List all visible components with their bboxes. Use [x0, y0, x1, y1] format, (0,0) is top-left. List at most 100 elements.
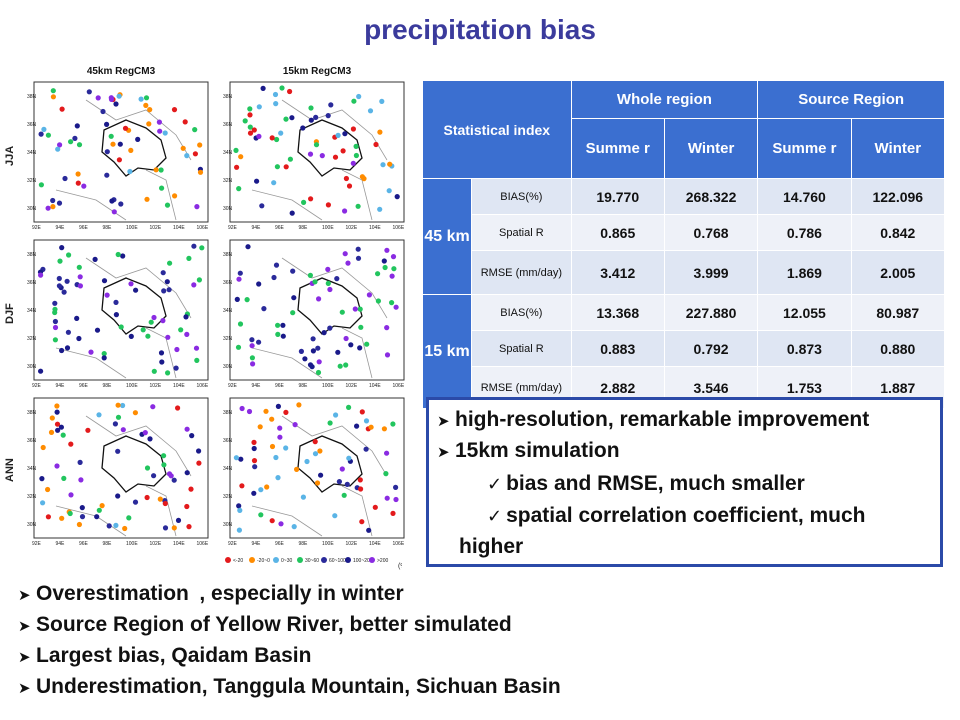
- lat-tick-label: 30N: [223, 522, 233, 528]
- station-dot: [246, 408, 253, 415]
- station-dot: [339, 466, 345, 472]
- station-dot: [318, 472, 324, 478]
- station-dot: [234, 296, 240, 302]
- station-dot: [94, 514, 100, 520]
- lat-tick-label: 34N: [27, 308, 37, 314]
- station-dot: [120, 427, 126, 433]
- legend-swatch: [345, 557, 351, 563]
- station-dot: [242, 118, 248, 124]
- lon-tick-label: 104E: [369, 541, 381, 547]
- station-dot: [359, 409, 365, 415]
- table-cell: 0.792: [663, 330, 759, 367]
- station-dot: [56, 283, 62, 289]
- station-dot: [38, 368, 44, 374]
- map-column-title: 45km RegCM3: [86, 66, 156, 77]
- station-dot: [327, 325, 333, 331]
- lat-tick-label: 34N: [27, 150, 37, 156]
- station-dot: [54, 409, 60, 415]
- station-dot: [115, 402, 121, 408]
- station-dot: [363, 418, 370, 424]
- station-dot: [75, 180, 81, 186]
- station-dot: [96, 507, 102, 513]
- station-dot: [263, 408, 269, 414]
- lon-tick-label: 104E: [173, 383, 185, 389]
- station-dot: [278, 521, 284, 527]
- station-dot: [277, 425, 283, 431]
- station-dot: [325, 113, 331, 119]
- station-dot: [239, 405, 245, 412]
- table-cell: 268.322: [663, 178, 759, 215]
- station-dot: [76, 142, 83, 148]
- station-dot: [184, 470, 190, 476]
- province-boundary: [251, 415, 388, 537]
- lon-tick-label: 102E: [150, 541, 162, 547]
- bias-map: 38N 36N 34N 32N 30N 92E 94E 96E 98E 100E 102E 104E 1…: [27, 239, 209, 389]
- station-dot: [249, 343, 255, 349]
- station-dot: [39, 476, 45, 482]
- table-cell: 0.786: [757, 214, 852, 251]
- station-dot: [85, 427, 91, 433]
- lon-tick-label: 102E: [150, 225, 162, 231]
- lon-tick-label: 104E: [173, 541, 185, 547]
- station-dot: [247, 130, 254, 136]
- station-dot: [251, 127, 257, 133]
- row-index: RMSE (mm/day): [471, 250, 572, 295]
- lon-tick-label: 98E: [299, 383, 309, 389]
- station-dot: [52, 337, 58, 343]
- station-dot: [199, 245, 205, 251]
- station-dot: [186, 524, 192, 530]
- station-dot: [110, 141, 116, 147]
- arrow-bullet-icon: ➤: [437, 444, 450, 461]
- station-dot: [298, 348, 304, 354]
- station-dot: [233, 147, 239, 153]
- station-dot: [186, 255, 192, 261]
- station-dot: [346, 183, 353, 189]
- station-dot: [290, 268, 296, 274]
- station-dot: [379, 98, 385, 104]
- lon-tick-label: 94E: [252, 541, 262, 547]
- station-dot: [358, 486, 364, 492]
- lon-tick-label: 94E: [252, 225, 262, 231]
- station-dot: [354, 423, 360, 429]
- lat-tick-label: 30N: [223, 364, 233, 370]
- station-dot: [140, 327, 146, 333]
- station-dot: [348, 342, 354, 348]
- station-dot: [158, 350, 165, 356]
- page-title: precipitation bias: [364, 14, 596, 45]
- station-dot: [184, 426, 190, 432]
- lat-tick-label: 32N: [27, 494, 37, 500]
- lon-tick-label: 106E: [393, 383, 405, 389]
- station-dot: [249, 337, 255, 343]
- station-dot: [386, 188, 392, 194]
- map-frame: [33, 239, 209, 381]
- station-dot: [128, 147, 134, 153]
- lat-tick-label: 34N: [27, 466, 37, 472]
- station-dot: [258, 512, 264, 518]
- bias-map: 38N 36N 34N 32N 30N 92E 94E 96E 98E 100E 102E 104E 1…: [223, 397, 405, 547]
- station-dot: [52, 306, 58, 312]
- station-dot: [104, 121, 110, 127]
- table-cell: 0.768: [663, 214, 759, 251]
- arrow-bullet-icon: ➤: [18, 587, 31, 604]
- station-dot: [250, 361, 256, 367]
- map-legend: <-20 -20~0 0~30 30~60 60~100 100~200 >200 (%): [225, 557, 402, 570]
- station-dot: [196, 448, 202, 454]
- station-dot: [191, 282, 197, 288]
- box-subpoint: ✓ spatial correlation coefficient, much: [487, 504, 866, 528]
- station-dot: [115, 448, 121, 454]
- station-dot: [337, 363, 343, 369]
- legend-swatch: [297, 557, 303, 563]
- station-dot: [117, 141, 123, 147]
- table-cell: 0.880: [850, 330, 946, 367]
- station-dot: [364, 341, 370, 347]
- station-dot: [101, 278, 108, 284]
- row-index: Spatial R: [471, 330, 572, 367]
- stat-index-header: Statistical index: [422, 80, 572, 179]
- station-dot: [275, 475, 281, 481]
- station-dot: [101, 351, 107, 357]
- station-dot: [256, 281, 262, 287]
- station-dot: [289, 210, 295, 216]
- map-row-label: ANN: [4, 458, 16, 482]
- station-dot: [291, 524, 297, 530]
- arrow-bullet-icon: ➤: [18, 649, 31, 666]
